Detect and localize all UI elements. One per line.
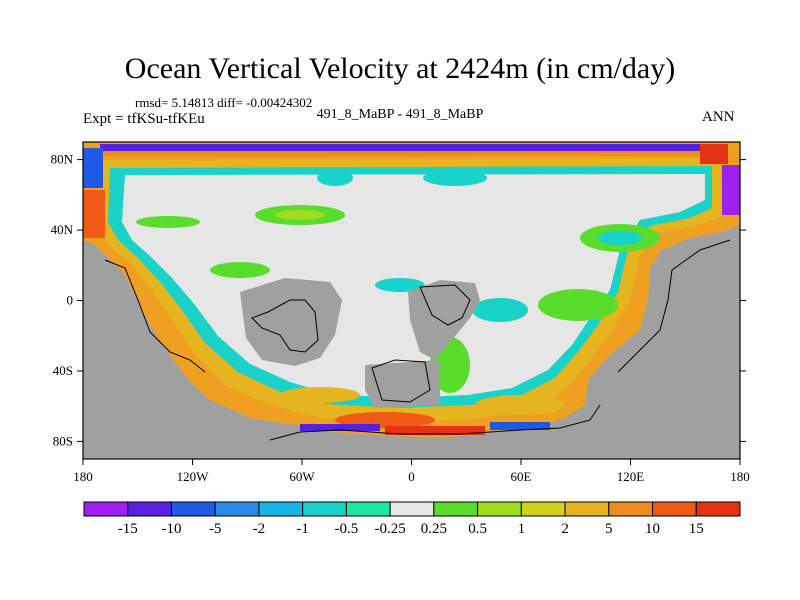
colorbar-label: 15 xyxy=(689,521,704,537)
experiment-label: Expt = tfKSu-tfKEu xyxy=(83,111,205,127)
lat-tick-label: 0 xyxy=(67,293,74,308)
colorbar-swatch xyxy=(345,501,391,517)
colorbar-label: -10 xyxy=(161,521,181,537)
rim-negative xyxy=(490,422,550,430)
anomaly-patch xyxy=(136,216,200,228)
colorbar-swatch xyxy=(564,501,610,517)
anomaly-patch xyxy=(472,298,528,322)
lat-tick-label: 80N xyxy=(51,152,74,167)
rim-negative xyxy=(722,165,740,215)
colorbar-swatch xyxy=(83,501,129,517)
colorbar-swatch xyxy=(214,501,260,517)
colorbar-swatch xyxy=(302,501,347,517)
colorbar-swatch xyxy=(608,501,654,517)
lon-tick-label: 0 xyxy=(408,469,415,484)
colorbar-label: -5 xyxy=(209,521,222,537)
rim-negative xyxy=(300,424,380,431)
colorbar-swatch xyxy=(127,501,172,517)
lat-tick-label: 80S xyxy=(53,433,73,448)
rim-positive xyxy=(385,426,485,435)
lon-tick-label: 120W xyxy=(177,469,210,484)
rim-positive xyxy=(83,190,105,238)
lon-tick-label: 180 xyxy=(73,469,93,484)
colorbar-label: -15 xyxy=(118,521,138,537)
anomaly-patch xyxy=(210,262,270,278)
colorbar: -15 -10 -5 -2 -1 -0.5 -0.25 0.25 0.5 1 2 5 10 15 xyxy=(83,501,741,537)
colorbar-label: -0.25 xyxy=(375,521,406,537)
lat-tick-label: 40S xyxy=(53,363,73,378)
colorbar-label: 10 xyxy=(645,521,660,537)
map-title: Ocean Vertical Velocity at 2424m (in cm/… xyxy=(124,52,676,85)
map-field xyxy=(83,142,740,459)
colorbar-label: 2 xyxy=(561,521,569,537)
stats-label: rmsd= 5.14813 diff= -0.00424302 xyxy=(135,95,313,110)
colorbar-swatch xyxy=(389,501,435,517)
coastlines xyxy=(104,239,731,441)
longitude-axis: 180 120W 60W 0 60E 120E 180 xyxy=(73,459,750,484)
colorbar-swatch xyxy=(477,501,522,517)
colorbar-swatch xyxy=(520,501,566,517)
lat-tick-label: 40N xyxy=(51,222,74,237)
anomaly-patch xyxy=(375,278,425,292)
anomaly-patch xyxy=(275,210,325,220)
lon-tick-label: 180 xyxy=(730,469,750,484)
anomaly-patch xyxy=(317,170,353,186)
rim-negative xyxy=(100,144,720,151)
land-mass xyxy=(83,258,620,459)
colorbar-label: 0.25 xyxy=(421,521,447,537)
anomaly-patch xyxy=(598,231,642,245)
colorbar-label: -2 xyxy=(253,521,266,537)
colorbar-swatch xyxy=(433,501,479,517)
colorbar-label: 1 xyxy=(518,521,526,537)
colorbar-swatch xyxy=(258,501,304,517)
lon-tick-label: 60E xyxy=(511,469,532,484)
colorbar-label: -0.5 xyxy=(335,521,359,537)
anomaly-patch xyxy=(538,289,618,321)
latitude-axis: 80N 40N 0 40S 80S xyxy=(51,152,746,448)
colorbar-label: 5 xyxy=(605,521,613,537)
anomaly-patch xyxy=(475,395,565,415)
case-label: 491_8_MaBP - 491_8_MaBP xyxy=(316,107,484,122)
anomaly-patch xyxy=(280,387,360,403)
land-mass xyxy=(365,360,440,408)
anomaly-patch xyxy=(423,170,487,186)
colorbar-swatch xyxy=(170,501,216,517)
season-label: ANN xyxy=(702,109,735,125)
lon-tick-label: 120E xyxy=(617,469,645,484)
colorbar-label: 0.5 xyxy=(468,521,487,537)
rim-negative xyxy=(83,148,103,188)
rim-positive xyxy=(700,144,728,164)
land-mass xyxy=(240,278,342,366)
colorbar-swatch xyxy=(652,501,697,517)
colorbar-swatch xyxy=(695,501,741,517)
colorbar-label: -1 xyxy=(296,521,309,537)
lon-tick-label: 60W xyxy=(289,469,315,484)
land-mass xyxy=(600,230,740,459)
rim-positive xyxy=(100,151,720,156)
